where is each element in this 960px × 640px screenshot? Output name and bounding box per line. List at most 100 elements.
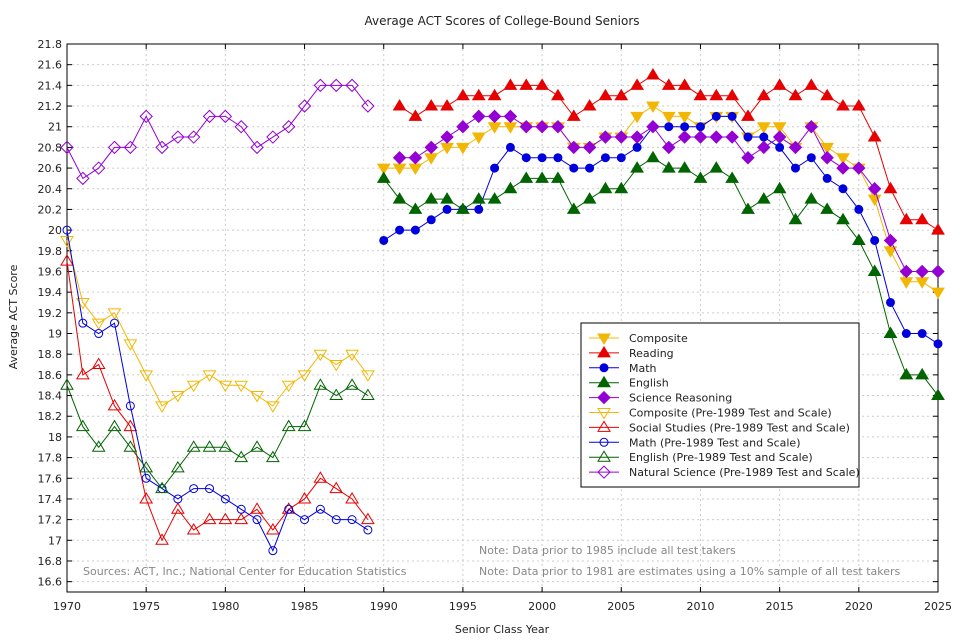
series-math-pre-1989-test-and-scale	[62, 225, 373, 556]
data-point	[250, 440, 264, 452]
data-point	[234, 512, 249, 525]
series-line	[66, 261, 369, 542]
legend-swatch-marker	[597, 333, 611, 345]
legend-item: English	[589, 375, 669, 390]
data-point	[630, 78, 644, 90]
data-point	[220, 494, 230, 504]
data-point	[521, 153, 531, 163]
data-point	[347, 515, 357, 525]
data-point	[189, 484, 199, 494]
data-point	[725, 130, 739, 144]
data-point	[440, 142, 454, 155]
data-point	[725, 88, 740, 101]
data-point	[123, 419, 138, 432]
data-point	[582, 140, 597, 155]
data-point	[218, 440, 233, 452]
data-point	[91, 161, 106, 175]
data-point	[297, 99, 312, 113]
data-point	[234, 450, 249, 463]
data-point	[471, 132, 486, 145]
data-point	[661, 111, 676, 124]
data-point	[345, 378, 359, 390]
data-point	[680, 122, 690, 132]
data-point	[170, 391, 185, 403]
data-point	[505, 142, 515, 152]
data-point	[487, 109, 502, 124]
series-reading	[392, 68, 945, 235]
legend-item: Math	[589, 362, 657, 375]
data-point	[345, 349, 359, 362]
data-point	[851, 99, 866, 111]
data-point	[155, 533, 169, 545]
data-point	[234, 120, 248, 134]
legend-item: English (Pre-1989 Test and Scale)	[589, 450, 813, 464]
legend-label: Composite (Pre-1989 Test and Scale)	[629, 407, 832, 420]
data-point	[487, 88, 502, 101]
data-point	[139, 370, 154, 382]
data-point	[141, 473, 151, 483]
data-point	[867, 264, 882, 276]
data-point	[139, 491, 154, 504]
x-tick-label: 2020	[845, 600, 873, 613]
data-point	[408, 151, 423, 165]
y-tick-label: 19.8	[38, 245, 63, 258]
data-point	[440, 130, 454, 144]
data-point	[186, 440, 201, 452]
data-point	[503, 109, 518, 124]
data-point	[487, 122, 502, 134]
data-point	[297, 419, 312, 432]
y-tick-label: 18.6	[38, 369, 63, 382]
data-point	[567, 140, 581, 155]
data-point	[155, 140, 169, 155]
data-point	[931, 223, 945, 235]
data-point	[820, 142, 835, 155]
legend-label: English (Pre-1989 Test and Scale)	[629, 451, 813, 464]
data-point	[788, 88, 803, 101]
data-point	[569, 163, 579, 173]
series-line	[66, 384, 369, 490]
series-line	[383, 105, 939, 293]
y-tick-label: 17	[48, 534, 62, 547]
data-point	[202, 109, 217, 124]
y-tick-label: 20.2	[38, 203, 63, 216]
data-point	[456, 120, 470, 134]
x-tick-label: 2010	[686, 600, 714, 613]
y-tick-label: 21.4	[38, 79, 63, 92]
data-point	[598, 130, 613, 144]
data-point	[345, 78, 359, 93]
y-tick-label: 18	[48, 431, 62, 444]
data-point	[91, 357, 106, 370]
data-point	[519, 78, 534, 90]
data-point	[838, 184, 848, 194]
legend-label: Reading	[629, 347, 674, 360]
series-science-reasoning	[392, 109, 945, 279]
x-tick-label: 2025	[924, 600, 952, 613]
data-point	[566, 109, 581, 121]
series-math	[379, 111, 943, 349]
data-point	[91, 440, 106, 452]
y-tick-label: 19.6	[38, 265, 63, 278]
legend-swatch-marker	[599, 363, 609, 373]
data-point	[329, 78, 343, 93]
data-point	[822, 173, 832, 183]
data-point	[300, 515, 310, 525]
legend-item: Social Studies (Pre-1989 Test and Scale)	[589, 420, 850, 434]
data-point	[62, 225, 72, 235]
data-point	[899, 212, 914, 225]
data-point	[709, 161, 724, 173]
series-line	[66, 240, 369, 407]
data-point	[915, 212, 930, 225]
data-point	[442, 204, 452, 214]
data-point	[236, 504, 246, 514]
data-point	[806, 153, 816, 163]
x-tick-label: 1970	[53, 600, 81, 613]
data-point	[331, 515, 341, 525]
data-point	[883, 181, 898, 194]
y-tick-label: 21.8	[38, 38, 63, 51]
data-point	[155, 481, 169, 494]
x-tick-label: 2000	[528, 600, 556, 613]
data-point	[281, 419, 296, 432]
data-point	[772, 130, 787, 144]
data-point	[218, 512, 233, 525]
data-point	[329, 360, 344, 372]
